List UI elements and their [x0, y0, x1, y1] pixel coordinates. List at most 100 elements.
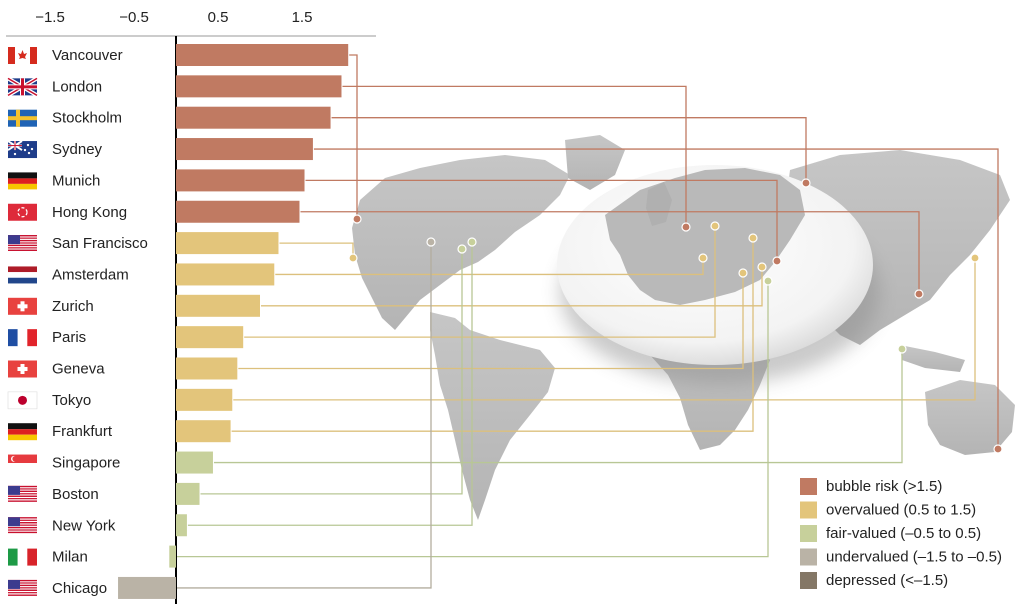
marker-paris	[710, 221, 720, 231]
label-singapore: Singapore	[52, 455, 120, 472]
connector-lines	[177, 54, 999, 589]
flag-germany-icon	[8, 172, 37, 190]
marker-zurich	[757, 262, 767, 272]
marker-vancouver	[352, 214, 362, 224]
flag-usa-icon	[8, 579, 37, 597]
label-paris: Paris	[52, 329, 86, 346]
bar-frankfurt	[176, 420, 231, 443]
flag-hong-kong-icon	[8, 203, 37, 221]
bar-munich	[176, 169, 305, 192]
legend-label-over: overvalued (0.5 to 1.5)	[826, 502, 976, 519]
bar-stockholm	[176, 106, 331, 129]
marker-amsterdam	[698, 253, 708, 263]
connector-munich	[305, 179, 778, 261]
label-geneva: Geneva	[52, 361, 105, 378]
flag-italy-icon	[8, 548, 37, 566]
bars	[118, 44, 349, 599]
map-indonesia	[900, 345, 965, 372]
connector-paris	[244, 226, 716, 338]
label-munich: Munich	[52, 172, 100, 189]
label-sydney: Sydney	[52, 141, 103, 158]
map-australia	[925, 380, 1015, 455]
label-vancouver: Vancouver	[52, 47, 123, 64]
marker-london	[681, 222, 691, 232]
flag-switzerland-icon	[8, 360, 37, 378]
map-british-isles	[646, 182, 672, 226]
legend-swatch-over	[800, 501, 817, 519]
flag-australia-icon	[7, 140, 37, 159]
marker-chicago	[426, 237, 436, 247]
connector-frankfurt	[231, 238, 754, 432]
value-axis	[6, 35, 376, 604]
flag-canada-icon	[8, 47, 37, 64]
connector-boston	[200, 249, 463, 495]
bar-tokyo	[176, 388, 233, 411]
marker-tokyo	[970, 253, 980, 263]
connector-chicago	[177, 242, 432, 589]
marker-geneva	[738, 268, 748, 278]
bar-vancouver	[176, 44, 349, 66]
legend: bubble risk (>1.5) overvalued (0.5 to 1.5…	[800, 478, 1002, 589]
label-san-francisco: San Francisco	[52, 235, 148, 252]
legend-label-under: undervalued (–1.5 to –0.5)	[826, 549, 1002, 566]
bar-geneva	[176, 357, 238, 380]
connector-san-francisco	[279, 242, 354, 258]
tick-label-0-5: −0.5	[119, 9, 149, 26]
connector-hong-kong	[300, 211, 920, 294]
marker-milan	[763, 276, 773, 286]
map-greenland	[565, 135, 625, 190]
city-labels: Vancouver London Stockholm Sydney Munich Hong…	[52, 47, 148, 597]
flag-sweden-icon	[8, 109, 37, 127]
label-chicago: Chicago	[52, 580, 107, 597]
label-hong-kong: Hong Kong	[52, 204, 127, 221]
connector-new-york	[187, 242, 473, 526]
marker-singapore	[897, 344, 907, 354]
map-north-america	[352, 155, 570, 330]
connector-geneva	[238, 273, 744, 370]
flag-japan-icon	[7, 391, 38, 410]
bar-hong-kong	[176, 200, 300, 223]
label-tokyo: Tokyo	[52, 392, 91, 409]
bar-london	[176, 75, 342, 98]
bar-sydney	[176, 138, 313, 161]
bar-chicago	[118, 576, 176, 599]
label-london: London	[52, 78, 102, 95]
connector-sydney	[313, 148, 999, 449]
marker-new-york	[467, 237, 477, 247]
connector-stockholm	[331, 117, 807, 183]
tick-label-1-5: 1.5	[292, 9, 313, 26]
marker-munich	[772, 256, 782, 266]
bar-boston	[176, 482, 200, 505]
bar-zurich	[176, 294, 260, 317]
map-south-america	[430, 312, 555, 520]
label-stockholm: Stockholm	[52, 110, 122, 127]
bar-milan	[169, 545, 176, 568]
tick-label-1-5: −1.5	[35, 9, 65, 26]
marker-stockholm	[801, 178, 811, 188]
connector-tokyo	[233, 258, 976, 401]
flag-usa-icon	[8, 235, 37, 253]
label-boston: Boston	[52, 486, 99, 503]
bar-san-francisco	[176, 232, 279, 255]
flag-germany-icon	[8, 423, 37, 441]
legend-label-fair: fair-valued (–0.5 to 0.5)	[826, 525, 981, 542]
flag-switzerland-icon	[8, 297, 37, 315]
connector-amsterdam	[275, 258, 704, 276]
axis-ticks: −1.5 −0.5 0.5 1.5	[35, 9, 312, 26]
flag-netherlands-icon	[8, 266, 37, 284]
legend-swatch-under	[800, 548, 817, 566]
flag-usa-icon	[8, 517, 37, 535]
legend-swatch-depressed	[800, 572, 817, 589]
bar-paris	[176, 326, 244, 349]
city-markers	[348, 178, 1003, 454]
label-milan: Milan	[52, 549, 88, 566]
legend-swatch-fair	[800, 525, 817, 542]
flag-france-icon	[8, 329, 37, 347]
connector-vancouver	[349, 54, 358, 219]
tick-label-0-5: 0.5	[208, 9, 229, 26]
legend-label-depressed: depressed (<–1.5)	[826, 572, 948, 589]
connector-zurich	[261, 267, 763, 307]
label-zurich: Zurich	[52, 298, 94, 315]
label-frankfurt: Frankfurt	[52, 423, 113, 440]
